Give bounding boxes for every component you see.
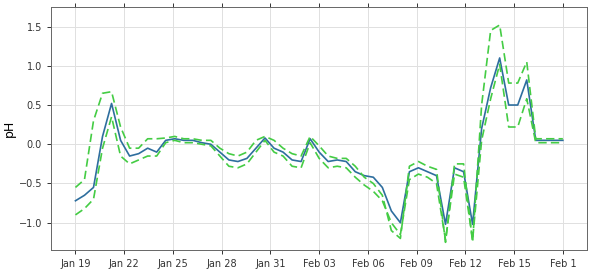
Y-axis label: pH: pH — [3, 120, 16, 137]
